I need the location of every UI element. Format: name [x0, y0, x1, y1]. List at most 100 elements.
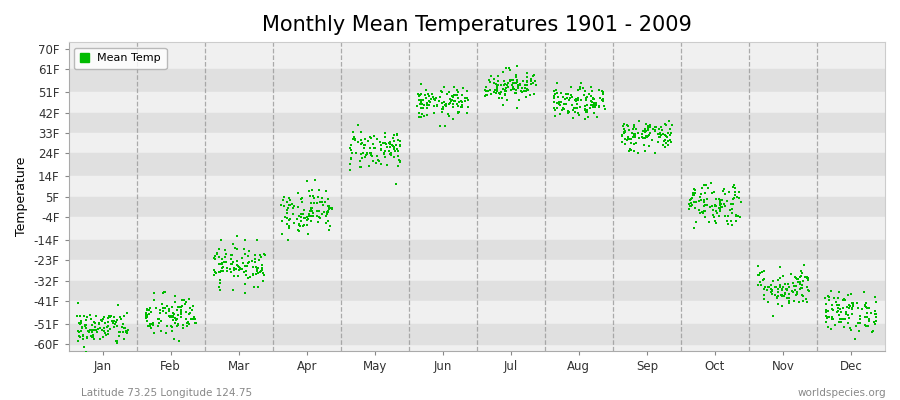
Point [300, 214, 314, 220]
Point [713, 199, 727, 206]
Point [444, 98, 458, 104]
Point [826, 295, 841, 301]
Point [320, 207, 335, 214]
Point [360, 138, 374, 144]
Point [379, 162, 393, 168]
Point [442, 113, 456, 119]
Point [255, 265, 269, 271]
Point [373, 158, 387, 164]
Point [731, 212, 745, 219]
Point [146, 322, 160, 328]
Point [505, 77, 519, 84]
Point [103, 314, 117, 320]
Point [238, 272, 253, 278]
Point [500, 65, 514, 71]
Point [182, 296, 196, 302]
Point [158, 289, 173, 296]
Point [778, 286, 793, 292]
Point [579, 94, 593, 101]
Point [868, 308, 882, 314]
Point [510, 105, 525, 112]
Point [219, 251, 233, 258]
Point [147, 330, 161, 336]
Point [789, 288, 804, 295]
Point [440, 91, 454, 97]
Point [109, 338, 123, 344]
Point [727, 182, 742, 188]
Point [832, 302, 846, 309]
Point [241, 253, 256, 259]
Point [617, 126, 632, 133]
Point [79, 322, 94, 328]
Point [652, 131, 666, 137]
Point [411, 92, 426, 98]
Point [366, 133, 381, 140]
Point [231, 273, 246, 280]
Point [833, 315, 848, 322]
Point [851, 328, 866, 335]
Point [106, 320, 121, 326]
Point [351, 138, 365, 145]
Bar [68, 112, 885, 133]
Point [96, 314, 111, 320]
Point [586, 102, 600, 108]
Point [832, 319, 847, 326]
Point [442, 100, 456, 107]
Point [844, 327, 859, 333]
Point [92, 320, 106, 326]
Point [584, 88, 598, 94]
Point [569, 98, 583, 104]
Point [858, 302, 872, 308]
Point [499, 88, 513, 94]
Point [587, 96, 601, 102]
Point [773, 275, 788, 282]
Bar [68, 260, 885, 280]
Point [166, 314, 181, 320]
Point [587, 100, 601, 106]
Point [160, 303, 175, 309]
Point [550, 90, 564, 96]
Point [490, 85, 504, 91]
Point [120, 310, 134, 316]
Point [830, 309, 844, 316]
Point [627, 133, 642, 139]
Point [231, 264, 246, 270]
Bar [68, 153, 885, 176]
Point [581, 91, 596, 97]
Point [320, 209, 335, 216]
Point [546, 88, 561, 94]
Point [416, 97, 430, 104]
Point [558, 96, 572, 102]
Point [643, 130, 657, 136]
Point [526, 72, 540, 79]
Point [461, 104, 475, 110]
Point [618, 141, 633, 147]
Point [718, 213, 733, 219]
Point [491, 82, 505, 88]
Point [655, 130, 670, 137]
Point [212, 261, 226, 268]
Point [354, 151, 368, 158]
Point [360, 150, 374, 157]
Point [227, 265, 241, 271]
Point [509, 78, 524, 85]
Point [116, 328, 130, 335]
Point [214, 268, 229, 274]
Point [250, 284, 265, 290]
Point [641, 133, 655, 139]
Point [425, 91, 439, 98]
Point [441, 110, 455, 117]
Point [422, 92, 436, 99]
Point [818, 319, 832, 325]
Point [412, 92, 427, 99]
Point [292, 228, 306, 234]
Point [86, 334, 100, 340]
Point [491, 73, 506, 79]
Point [842, 304, 856, 311]
Point [636, 128, 651, 134]
Point [573, 84, 588, 90]
Point [292, 221, 306, 228]
Point [280, 198, 294, 205]
Point [344, 147, 358, 153]
Point [768, 284, 782, 290]
